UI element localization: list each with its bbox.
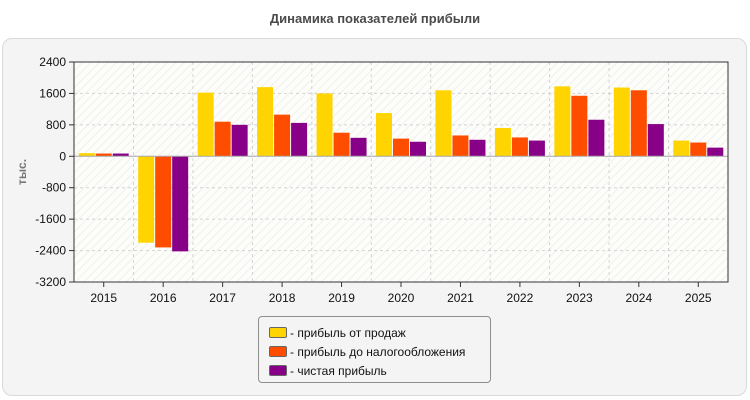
bar-2015-1 [95, 153, 112, 157]
bar-2024-2 [647, 124, 664, 157]
y-tick-label: -1600 [35, 212, 66, 226]
legend-swatch [269, 365, 287, 376]
y-tick-label: -2400 [35, 244, 66, 258]
bar-2022-0 [494, 128, 511, 157]
x-tick-label: 2022 [507, 291, 534, 305]
bar-2017-2 [231, 124, 248, 157]
bar-2018-1 [274, 114, 291, 157]
bar-2023-2 [588, 119, 605, 157]
bar-2024-1 [630, 90, 647, 157]
bar-2018-2 [291, 122, 308, 157]
bar-2015-2 [112, 153, 129, 157]
bar-2018-0 [257, 87, 274, 157]
bar-2020-1 [393, 138, 409, 157]
bar-2023-0 [554, 86, 571, 157]
y-tick-label: 800 [46, 118, 66, 132]
y-tick-label: -800 [42, 181, 66, 195]
legend-swatch [269, 346, 287, 357]
bar-2019-1 [333, 132, 350, 157]
legend-label: - чистая прибыль [290, 363, 387, 378]
x-tick-label: 2019 [328, 291, 355, 305]
bar-2023-1 [571, 95, 588, 157]
legend-label: - прибыль от продаж [290, 325, 406, 340]
x-tick-label: 2016 [150, 291, 177, 305]
legend-label: - прибыль до налогообложения [290, 344, 466, 359]
y-axis-label: тыс. [15, 159, 29, 185]
x-tick-label: 2024 [625, 291, 652, 305]
x-tick-label: 2017 [209, 291, 236, 305]
x-tick-label: 2021 [447, 291, 474, 305]
legend-item-net-profit: - чистая прибыль [269, 361, 490, 380]
bar-2017-1 [214, 121, 231, 157]
bar-2022-2 [528, 140, 545, 157]
x-tick-label: 2020 [388, 291, 415, 305]
y-tick-label: 2400 [39, 55, 66, 69]
bar-2022-1 [511, 137, 528, 157]
y-tick-label: 0 [59, 149, 66, 163]
x-tick-label: 2018 [269, 291, 296, 305]
bar-2021-1 [452, 135, 469, 157]
bar-2020-2 [410, 141, 426, 157]
bar-2019-2 [350, 137, 367, 157]
legend-item-sales-profit: - прибыль от продаж [269, 323, 490, 342]
bar-2025-1 [690, 142, 707, 157]
legend-swatch [269, 327, 287, 338]
bar-2025-2 [707, 147, 724, 157]
bar-2020-0 [376, 113, 392, 157]
bar-2016-1 [155, 156, 172, 248]
y-tick-label: 1600 [39, 86, 66, 100]
x-tick-label: 2025 [685, 291, 712, 305]
bar-2021-0 [435, 90, 452, 157]
x-tick-label: 2023 [566, 291, 593, 305]
legend: - прибыль от продаж - прибыль до налогоо… [258, 316, 491, 383]
bar-2024-0 [613, 87, 630, 157]
bar-2016-2 [172, 156, 189, 252]
plot-border [73, 61, 729, 283]
legend-item-pretax-profit: - прибыль до налогообложения [269, 342, 490, 361]
chart-title: Динамика показателей прибыли [269, 11, 481, 26]
x-tick-label: 2015 [90, 291, 117, 305]
plot-area [74, 62, 728, 282]
bar-2015-0 [78, 153, 95, 157]
y-tick-label: -3200 [35, 275, 66, 289]
bar-2016-0 [138, 156, 155, 243]
bar-2025-0 [673, 140, 690, 157]
bar-2019-0 [316, 93, 333, 157]
bar-2017-0 [197, 92, 214, 157]
bar-2021-2 [469, 139, 486, 157]
